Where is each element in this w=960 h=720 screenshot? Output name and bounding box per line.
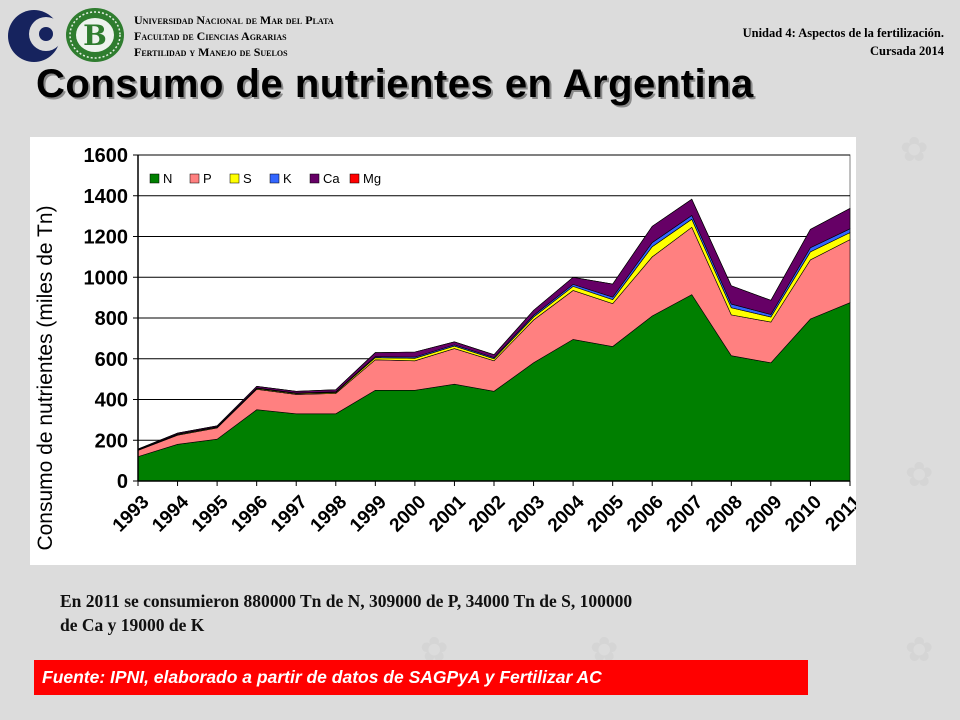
faculty-name: Facultad de Ciencias Agrarias (134, 29, 287, 43)
legend-label-s: S (243, 171, 252, 186)
department-name: Fertilidad y Manejo de Suelos (134, 45, 288, 59)
y-tick-label: 200 (95, 430, 128, 452)
x-tick-label: 2002 (465, 492, 510, 537)
unit-title: Unidad 4: Aspectos de la fertilización. (742, 26, 944, 40)
y-tick-label: 600 (95, 349, 128, 371)
chart-panel: 0 200 400 600 800 1000 1200 1400 1600 1993 1994 199… (30, 137, 856, 565)
watermark-seal-icon: ✿ (905, 630, 934, 670)
y-tick-label: 0 (117, 471, 128, 493)
y-tick-label: 800 (95, 308, 128, 330)
legend-swatch-k (269, 173, 280, 184)
legend-label-p: P (203, 171, 212, 186)
university-name: Universidad Nacional de Mar del Plata (134, 13, 334, 27)
caption: En 2011 se consumieron 880000 Tn de N, 3… (60, 589, 860, 637)
course-year: Cursada 2014 (870, 44, 944, 58)
x-tick-label: 2001 (425, 491, 470, 536)
green-seal-logo-icon: B (66, 8, 124, 62)
source-note: Fuente: IPNI, elaborado a partir de dato… (34, 660, 808, 695)
caption-line-2: de Ca y 19000 de K (60, 615, 205, 635)
x-tick-label: 2008 (702, 492, 747, 537)
watermark-seal-icon: ✿ (900, 130, 929, 170)
stacked-area-chart: 0200400600800100012001400160019931994199… (34, 145, 856, 551)
x-tick-label: 2004 (544, 491, 589, 536)
x-tick-label: 2000 (386, 492, 431, 537)
x-tick-label: 2005 (583, 491, 628, 536)
x-tick-label: 2010 (781, 492, 826, 537)
x-tick-label: 2003 (504, 492, 549, 537)
y-tick-label: 1000 (84, 267, 129, 289)
seal-letter: B (83, 19, 107, 52)
university-header: Universidad Nacional de Mar del Plata Fa… (134, 12, 334, 60)
x-tick-label: 1993 (109, 492, 154, 537)
legend-swatch-ca (309, 173, 320, 184)
legend-label-mg: Mg (363, 171, 381, 186)
x-tick-label: 1994 (148, 491, 193, 536)
x-tick-label: 2006 (623, 492, 668, 537)
unit-header: Unidad 4: Aspectos de la fertilización. … (743, 24, 944, 60)
y-tick-label: 1600 (84, 145, 129, 167)
legend-swatch-s (229, 173, 240, 184)
x-tick-label: 2011 (822, 491, 856, 535)
caption-line-1: En 2011 se consumieron 880000 Tn de N, 3… (60, 591, 633, 611)
legend-swatch-mg (349, 173, 360, 184)
y-tick-label: 1200 (84, 227, 129, 249)
x-tick-label: 1996 (227, 492, 272, 537)
watermark-seal-icon: ✿ (905, 455, 934, 495)
x-tick-label: 2009 (742, 492, 787, 537)
legend-swatch-n (149, 173, 160, 184)
x-tick-label: 1995 (188, 491, 233, 536)
y-tick-label: 400 (95, 390, 128, 412)
slide-title: Consumo de nutrientes en Argentina (36, 62, 754, 106)
x-tick-label: 1997 (267, 492, 312, 537)
legend-label-n: N (163, 171, 172, 186)
legend-label-k: K (283, 171, 292, 186)
legend-label-ca: Ca (323, 171, 340, 186)
y-tick-label: 1400 (84, 186, 129, 208)
x-tick-label: 1998 (307, 492, 352, 537)
y-axis-label: Consumo de nutrientes (miles de Tn) (34, 205, 57, 550)
x-tick-label: 2007 (663, 492, 708, 537)
crescent-c-logo-icon (8, 10, 62, 62)
legend-swatch-p (189, 173, 200, 184)
x-tick-label: 1999 (346, 492, 391, 537)
